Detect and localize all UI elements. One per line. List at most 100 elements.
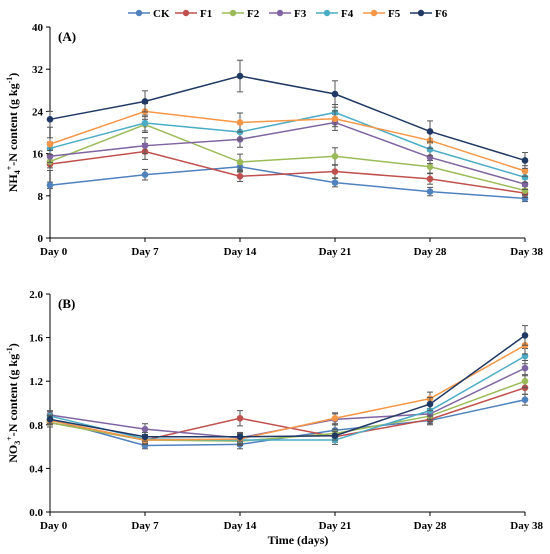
legend-swatch-marker bbox=[370, 9, 378, 17]
x-tick-label: Day 38 bbox=[510, 520, 543, 532]
series-f6 bbox=[46, 325, 529, 442]
x-tick-label: Day 21 bbox=[319, 246, 352, 258]
series-line bbox=[49, 355, 526, 441]
data-point bbox=[46, 140, 54, 148]
series-f6 bbox=[46, 59, 529, 169]
data-point bbox=[141, 119, 149, 127]
x-tick-label: Day 28 bbox=[414, 520, 447, 532]
y-tick-label: 0.0 bbox=[29, 507, 43, 519]
legend-item-f6: F6 bbox=[410, 8, 448, 20]
panel-label: (B) bbox=[58, 296, 75, 311]
series-f3 bbox=[46, 359, 529, 443]
data-point bbox=[521, 195, 529, 202]
data-point bbox=[521, 377, 529, 385]
data-point bbox=[521, 352, 529, 360]
y-tick-label: 16 bbox=[32, 149, 44, 161]
series-line bbox=[49, 111, 526, 179]
legend-label: CK bbox=[153, 8, 170, 20]
data-point bbox=[141, 442, 149, 449]
data-point bbox=[46, 116, 54, 123]
legend: CK F1 F2 F3 F4 F5 F6 bbox=[128, 8, 448, 20]
y-axis-title: NO3+-N content (g kg-1) bbox=[5, 343, 22, 463]
data-point bbox=[426, 188, 434, 195]
data-point bbox=[426, 146, 434, 153]
y-tick-label: 0.8 bbox=[29, 420, 43, 432]
data-point bbox=[236, 172, 244, 180]
data-point bbox=[521, 396, 529, 404]
x-axis-title: Time (days) bbox=[268, 533, 329, 547]
legend-swatch-marker bbox=[323, 9, 331, 17]
legend-swatch-marker bbox=[417, 9, 425, 17]
legend-item-f5: F5 bbox=[363, 8, 401, 20]
data-point bbox=[331, 168, 339, 175]
x-tick-label: Day 14 bbox=[224, 520, 257, 532]
series-f4 bbox=[46, 104, 529, 184]
data-point bbox=[521, 174, 529, 181]
series-line bbox=[49, 334, 526, 438]
legend-item-f2: F2 bbox=[222, 8, 260, 20]
y-tick-label: 0 bbox=[38, 233, 44, 245]
y-tick-label: 2.0 bbox=[29, 289, 43, 301]
data-point bbox=[331, 115, 339, 123]
data-point bbox=[426, 128, 434, 135]
data-point bbox=[521, 167, 529, 175]
data-point bbox=[331, 179, 339, 186]
series-line bbox=[49, 150, 526, 194]
series-line bbox=[49, 166, 526, 200]
y-tick-label: 32 bbox=[32, 64, 44, 76]
data-point bbox=[331, 414, 339, 422]
legend-item-f1: F1 bbox=[175, 8, 212, 20]
legend-swatch-marker bbox=[229, 9, 237, 17]
legend-label: F1 bbox=[200, 8, 212, 20]
x-tick-label: Day 14 bbox=[224, 246, 257, 258]
y-tick-label: 40 bbox=[32, 22, 44, 34]
data-point bbox=[426, 400, 434, 408]
legend-label: F3 bbox=[294, 8, 307, 20]
legend-label: F4 bbox=[341, 8, 354, 20]
legend-item-f4: F4 bbox=[316, 8, 354, 20]
y-tick-label: 0.4 bbox=[29, 463, 43, 475]
series-line bbox=[49, 344, 526, 441]
data-point bbox=[46, 416, 54, 423]
y-axis-title: NH4+-N content (g kg-1) bbox=[5, 73, 22, 193]
data-point bbox=[426, 175, 434, 183]
data-point bbox=[331, 432, 339, 440]
x-tick-label: Day 21 bbox=[319, 520, 352, 532]
data-point bbox=[141, 425, 149, 433]
x-tick-label: Day 38 bbox=[510, 246, 543, 258]
data-point bbox=[141, 98, 149, 105]
data-point bbox=[236, 433, 244, 441]
chart-panel-b: 0.0 0.4 0.8 1.2 1.6 2.0 Day 0 Day 7 Day 14 Day 21… bbox=[5, 289, 543, 532]
data-point bbox=[46, 181, 54, 189]
series-line bbox=[49, 123, 526, 192]
series-f5 bbox=[46, 336, 529, 445]
data-point bbox=[236, 119, 244, 126]
series-ck bbox=[46, 161, 529, 203]
data-point bbox=[521, 364, 529, 372]
x-tick-label: Day 0 bbox=[40, 246, 68, 258]
data-point bbox=[141, 433, 149, 441]
x-tick-label: Day 7 bbox=[131, 246, 159, 258]
legend-swatch-marker bbox=[276, 9, 284, 17]
data-point bbox=[331, 152, 339, 160]
legend-swatch-marker bbox=[182, 9, 190, 17]
y-tick-label: 1.2 bbox=[29, 376, 43, 388]
x-tick-label: Day 7 bbox=[131, 520, 159, 532]
legend-label: F2 bbox=[247, 8, 260, 20]
legend-item-ck: CK bbox=[128, 8, 170, 20]
data-point bbox=[331, 90, 339, 98]
data-point bbox=[236, 158, 244, 166]
y-tick-label: 8 bbox=[38, 191, 44, 203]
data-point bbox=[521, 157, 529, 164]
y-tick-label: 24 bbox=[32, 106, 44, 118]
data-point bbox=[141, 142, 149, 149]
data-point bbox=[426, 163, 434, 171]
panel-label: (A) bbox=[58, 29, 76, 44]
legend-label: F5 bbox=[388, 8, 401, 20]
y-tick-label: 1.6 bbox=[29, 333, 43, 345]
legend-item-f3: F3 bbox=[269, 8, 307, 20]
series-line bbox=[49, 110, 526, 172]
data-point bbox=[521, 332, 529, 339]
data-point bbox=[236, 72, 244, 80]
